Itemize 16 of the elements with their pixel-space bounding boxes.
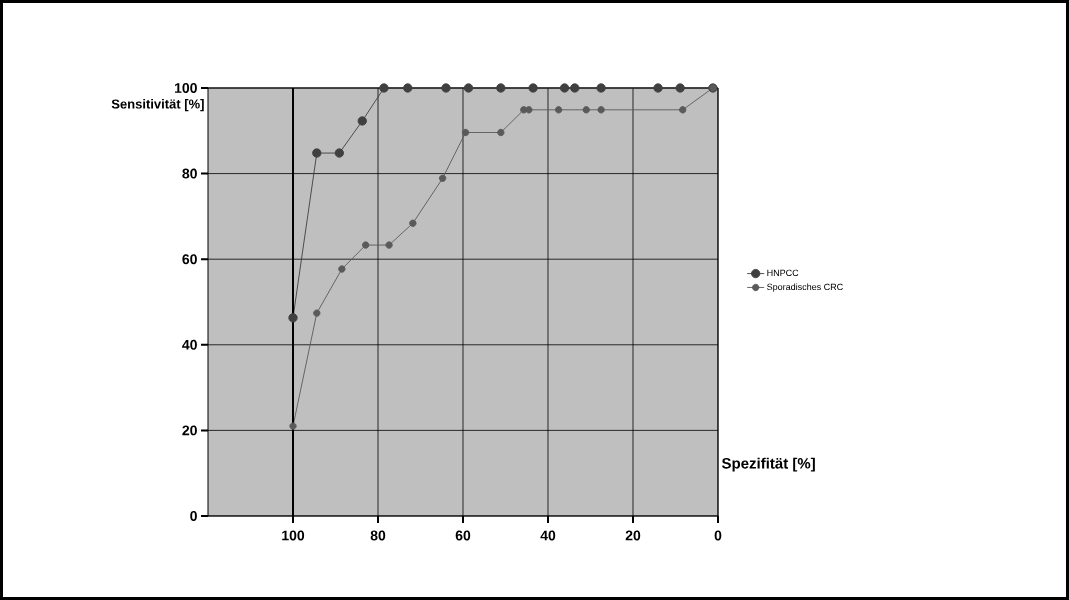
x-axis-title: Spezifität [%] [721, 457, 815, 472]
y-tick-label: 0 [190, 511, 197, 521]
x-tick-label: 20 [625, 530, 641, 541]
legend-label: HNPCC [767, 269, 799, 277]
y-tick-label: 40 [182, 339, 197, 350]
x-tick-label: 40 [540, 530, 556, 541]
y-tick-label: 20 [182, 425, 197, 436]
legend-label: Sporadisches CRC [767, 283, 843, 292]
y-tick-label: 100 [174, 83, 197, 93]
y-axis-title: Sensitivität [%] [111, 99, 204, 112]
x-tick-label: 100 [282, 530, 305, 541]
x-tick-label: 80 [370, 530, 386, 541]
x-tick-label: 60 [455, 530, 471, 541]
x-tick-label: 0 [714, 530, 722, 541]
y-tick-label: 60 [182, 254, 197, 265]
y-tick-label: 80 [182, 168, 197, 179]
